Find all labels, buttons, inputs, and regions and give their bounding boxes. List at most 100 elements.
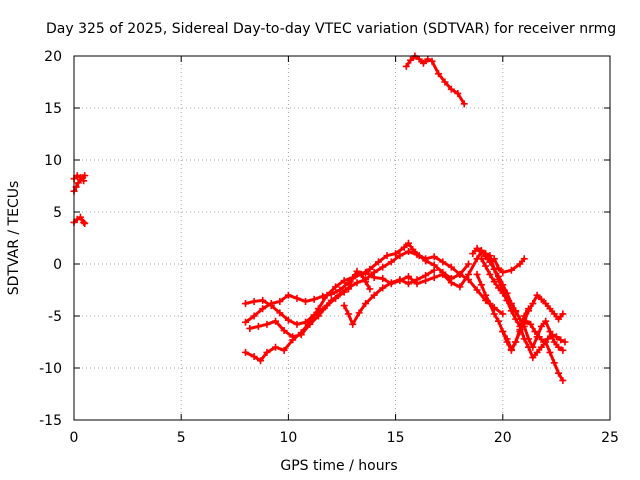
data-point <box>542 300 550 308</box>
data-point <box>349 320 357 328</box>
data-point <box>490 265 498 273</box>
data-point <box>263 348 271 356</box>
data-point <box>546 348 554 356</box>
data-point <box>525 343 533 351</box>
data-point <box>254 322 262 330</box>
data-point <box>469 250 477 258</box>
data-point <box>250 312 258 320</box>
data-point <box>529 300 537 308</box>
data-point <box>464 276 472 284</box>
data-point <box>422 255 430 263</box>
x-axis-ticks: 0 5 10 15 20 25 <box>70 56 619 446</box>
data-point <box>370 268 378 276</box>
series-pass-h <box>246 288 348 341</box>
data-point <box>81 172 89 180</box>
data-point <box>520 255 528 263</box>
data-point <box>507 302 515 310</box>
data-point <box>533 348 541 356</box>
data-point <box>366 265 374 273</box>
data-point <box>293 294 301 302</box>
data-point <box>404 239 412 247</box>
data-point <box>404 248 412 256</box>
data-point <box>424 55 432 63</box>
data-point <box>499 310 507 318</box>
data-point <box>499 268 507 276</box>
data-point <box>512 338 520 346</box>
data-point <box>464 260 472 268</box>
data-point <box>263 320 271 328</box>
data-point <box>319 292 327 300</box>
data-point <box>362 278 370 286</box>
data-point <box>473 244 481 252</box>
data-point <box>527 320 535 328</box>
y-tick-label: 0 <box>53 257 62 273</box>
data-point <box>447 263 455 271</box>
data-point <box>439 258 447 266</box>
data-point <box>495 276 503 284</box>
data-point <box>516 260 524 268</box>
data-point <box>340 277 348 285</box>
data-point <box>284 316 292 324</box>
data-point <box>447 279 455 287</box>
y-axis-label: SDTVAR / TECUs <box>6 181 22 296</box>
data-point <box>555 369 563 377</box>
data-point <box>503 335 511 343</box>
data-point <box>332 283 340 291</box>
data-point <box>267 302 275 310</box>
data-point <box>357 270 365 278</box>
data-point <box>529 354 537 362</box>
data-point <box>535 333 543 341</box>
data-point <box>272 343 280 351</box>
y-tick-label: -5 <box>48 309 62 325</box>
data-point <box>246 324 254 332</box>
data-point <box>520 335 528 343</box>
data-point <box>559 376 567 384</box>
data-point <box>512 308 520 316</box>
data-point <box>404 280 412 288</box>
data-point <box>533 291 541 299</box>
data-point <box>280 346 288 354</box>
data-point <box>507 345 515 353</box>
data-point <box>374 258 382 266</box>
data-point <box>344 310 352 318</box>
data-point <box>520 312 528 320</box>
data-point <box>477 255 485 263</box>
y-tick-label: 5 <box>53 205 62 221</box>
y-axis-ticks: 20 15 10 5 0 -5 -10 -15 <box>39 49 610 429</box>
data-point <box>289 333 297 341</box>
series-line <box>471 246 565 352</box>
data-point <box>276 309 284 317</box>
data-point <box>257 357 265 365</box>
data-point <box>259 296 267 304</box>
data-point <box>439 270 447 278</box>
x-tick-label: 0 <box>70 430 79 446</box>
series-pass-i <box>340 266 438 328</box>
x-axis-label: GPS time / hours <box>280 458 397 474</box>
data-point <box>456 270 464 278</box>
series-line <box>342 268 436 326</box>
data-point <box>507 266 515 274</box>
data-point <box>422 271 430 279</box>
data-point <box>387 258 395 266</box>
data-point <box>306 320 314 328</box>
data-point <box>477 246 485 254</box>
data-point <box>454 89 462 97</box>
data-point <box>546 305 554 313</box>
data-point <box>379 284 387 292</box>
series-line <box>404 54 466 106</box>
data-point <box>490 278 498 286</box>
data-point <box>413 276 421 284</box>
series-pass-c <box>70 213 89 227</box>
data-point <box>80 177 88 185</box>
data-point <box>561 338 569 346</box>
data-point <box>407 56 415 64</box>
data-point <box>387 279 395 287</box>
data-point <box>383 252 391 260</box>
data-point <box>482 262 490 270</box>
data-point <box>537 343 545 351</box>
data-point <box>284 291 292 299</box>
data-point <box>460 100 468 108</box>
series-pass-m <box>482 250 567 384</box>
y-tick-label: 15 <box>44 101 62 117</box>
